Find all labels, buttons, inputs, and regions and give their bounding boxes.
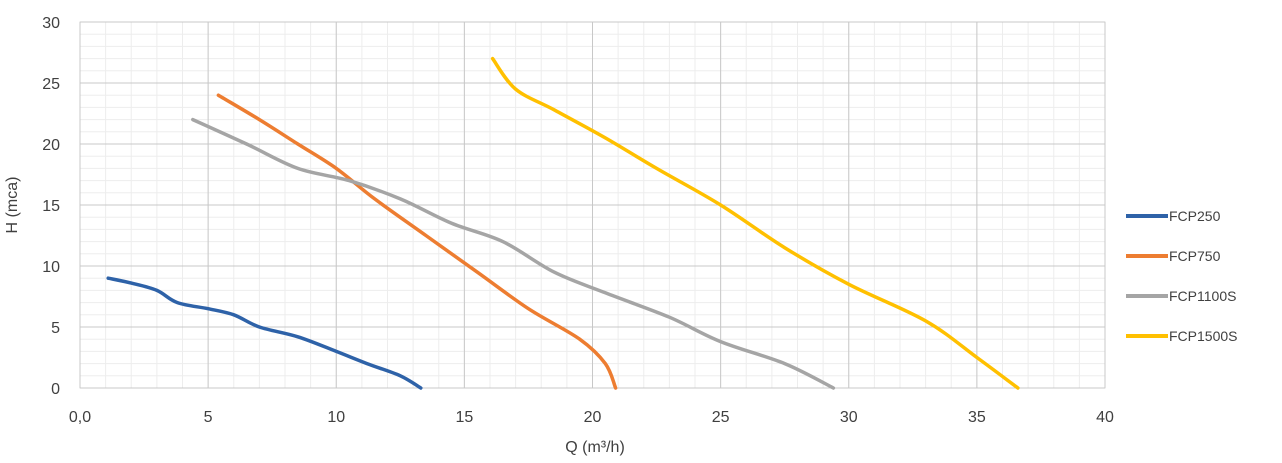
- y-tick-label: 5: [51, 320, 60, 337]
- x-tick-label: 40: [1096, 409, 1114, 426]
- x-tick-labels: 0,0 5 10 15 20 25 30 35 40: [69, 409, 1114, 426]
- series-line-fcp250: [106, 276, 423, 390]
- series-line-fcp1500s: [490, 56, 1020, 390]
- x-tick-label: 0,0: [69, 409, 91, 426]
- legend-label-fcp250: FCP250: [1169, 208, 1221, 224]
- x-tick-label: 20: [584, 409, 602, 426]
- legend-label-fcp1500s: FCP1500S: [1169, 328, 1237, 344]
- legend: FCP250 FCP750 FCP1100S FCP1500S: [1126, 208, 1237, 344]
- legend-label-fcp750: FCP750: [1169, 248, 1221, 264]
- y-tick-label: 15: [42, 198, 60, 215]
- x-tick-label: 15: [455, 409, 473, 426]
- series-lines: [106, 56, 1020, 390]
- x-tick-label: 30: [840, 409, 858, 426]
- major-gridlines: [79, 21, 1106, 389]
- series-line-fcp1100s: [191, 117, 836, 390]
- y-axis-title: H (mca): [4, 177, 21, 234]
- y-tick-label: 25: [42, 76, 60, 93]
- y-tick-label: 30: [42, 15, 60, 32]
- x-tick-label: 10: [327, 409, 345, 426]
- y-tick-label: 0: [51, 381, 60, 398]
- y-tick-label: 10: [42, 259, 60, 276]
- x-axis-title: Q (m³/h): [565, 439, 625, 456]
- y-tick-label: 20: [42, 137, 60, 154]
- x-tick-label: 5: [204, 409, 213, 426]
- y-tick-labels: 0 5 10 15 20 25 30: [42, 15, 60, 398]
- x-tick-label: 25: [712, 409, 730, 426]
- legend-label-fcp1100s: FCP1100S: [1169, 288, 1236, 304]
- series-line-fcp750: [216, 93, 618, 390]
- x-tick-label: 35: [968, 409, 986, 426]
